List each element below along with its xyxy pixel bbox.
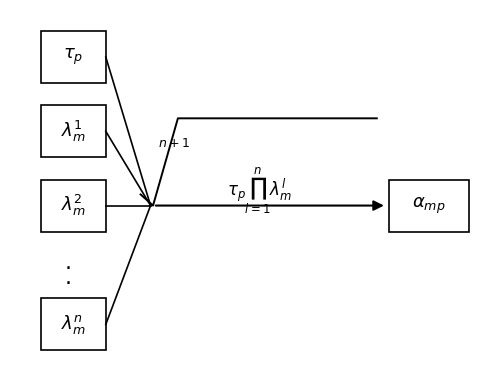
Text: .: . — [65, 268, 72, 288]
FancyBboxPatch shape — [389, 180, 469, 232]
Text: $\lambda_m^2$: $\lambda_m^2$ — [61, 193, 86, 218]
Text: $n+1$: $n+1$ — [158, 137, 190, 150]
Text: .: . — [65, 253, 72, 273]
FancyBboxPatch shape — [41, 298, 106, 350]
FancyBboxPatch shape — [41, 105, 106, 157]
Text: $\tau_p$: $\tau_p$ — [64, 47, 84, 67]
FancyBboxPatch shape — [41, 180, 106, 232]
Text: $\lambda_m^1$: $\lambda_m^1$ — [61, 119, 86, 144]
FancyBboxPatch shape — [41, 31, 106, 83]
Text: $\lambda_m^n$: $\lambda_m^n$ — [61, 313, 86, 336]
Text: $\tau_p \prod_{l=1}^{n} \lambda_m^l$: $\tau_p \prod_{l=1}^{n} \lambda_m^l$ — [228, 166, 292, 216]
Text: $\alpha_{mp}$: $\alpha_{mp}$ — [412, 196, 446, 216]
